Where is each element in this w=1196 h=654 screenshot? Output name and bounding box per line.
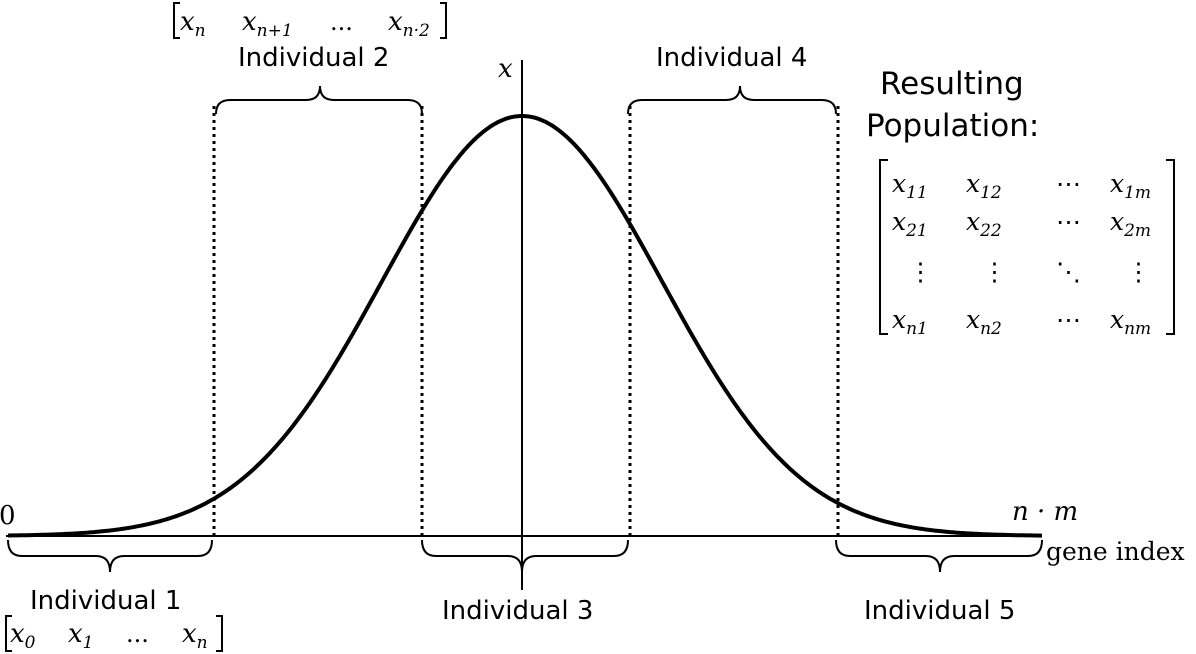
brace-individual-2 — [215, 85, 423, 115]
population-matrix: x11 x12 ⋯ x1m x21 x22 ⋯ x2m ⋮ ⋮ ⋱ ⋮ xn1 xn2 ⋯ xnm — [879, 159, 1175, 339]
matrix-cell: x22 — [966, 207, 1002, 241]
vector-entry: xn — [180, 7, 206, 41]
matrix-cell: ⋮ — [982, 257, 1007, 286]
matrix-cell: ⋯ — [1056, 169, 1081, 198]
vector-entry: xn — [182, 619, 208, 653]
brace-individual-3 — [421, 539, 629, 573]
matrix-cell: x1m — [1110, 169, 1151, 203]
individual-4-label: Individual 4 — [656, 43, 807, 73]
matrix-cell: ⋯ — [1056, 207, 1081, 236]
individual-2-label: Individual 2 — [238, 43, 389, 73]
origin-label: 0 — [0, 501, 16, 531]
vector-left-bracket — [173, 2, 180, 39]
end-label: n · m — [1012, 497, 1078, 527]
vector-left-bracket — [5, 615, 12, 652]
matrix-cell: ⋮ — [1126, 257, 1151, 286]
matrix-cell: ⋯ — [1056, 305, 1081, 334]
individual-5-label: Individual 5 — [864, 596, 1015, 626]
individual-1-label: Individual 1 — [30, 586, 181, 616]
bell-curve — [8, 114, 1042, 538]
vector-entry: xn·2 — [388, 7, 430, 41]
y-axis-label: x — [498, 54, 513, 84]
matrix-cell: x21 — [892, 207, 928, 241]
vector-ellipsis: ... — [126, 620, 149, 648]
matrix-cell: x11 — [892, 169, 928, 203]
vector-right-bracket — [440, 2, 447, 39]
individual-1-vector: x0 x1 ... xn — [5, 615, 223, 653]
brace-individual-4 — [627, 85, 837, 115]
vector-entry: x1 — [68, 619, 94, 653]
population-title-line2: Population: — [866, 108, 1039, 144]
matrix-cell: xnm — [1110, 305, 1151, 339]
matrix-right-bracket — [1166, 159, 1175, 335]
matrix-cell: x12 — [966, 169, 1002, 203]
matrix-left-bracket — [879, 159, 888, 335]
individual-2-vector: xn xn+1 ... xn·2 — [173, 2, 447, 41]
individual-3-label: Individual 3 — [442, 596, 593, 626]
vector-entry: xn+1 — [242, 7, 293, 41]
matrix-cell: xn2 — [966, 305, 1002, 339]
matrix-cell: x2m — [1110, 207, 1151, 241]
matrix-cell: xn1 — [892, 305, 928, 339]
brace-individual-5 — [835, 539, 1043, 573]
vector-entry: x0 — [10, 619, 36, 653]
x-axis-label: gene index — [1046, 537, 1185, 566]
brace-individual-1 — [7, 539, 213, 573]
population-title-line1: Resulting — [880, 66, 1024, 102]
matrix-cell: ⋱ — [1056, 257, 1081, 286]
vector-ellipsis: ... — [330, 8, 353, 36]
vector-right-bracket — [216, 615, 223, 652]
matrix-cell: ⋮ — [908, 257, 933, 286]
